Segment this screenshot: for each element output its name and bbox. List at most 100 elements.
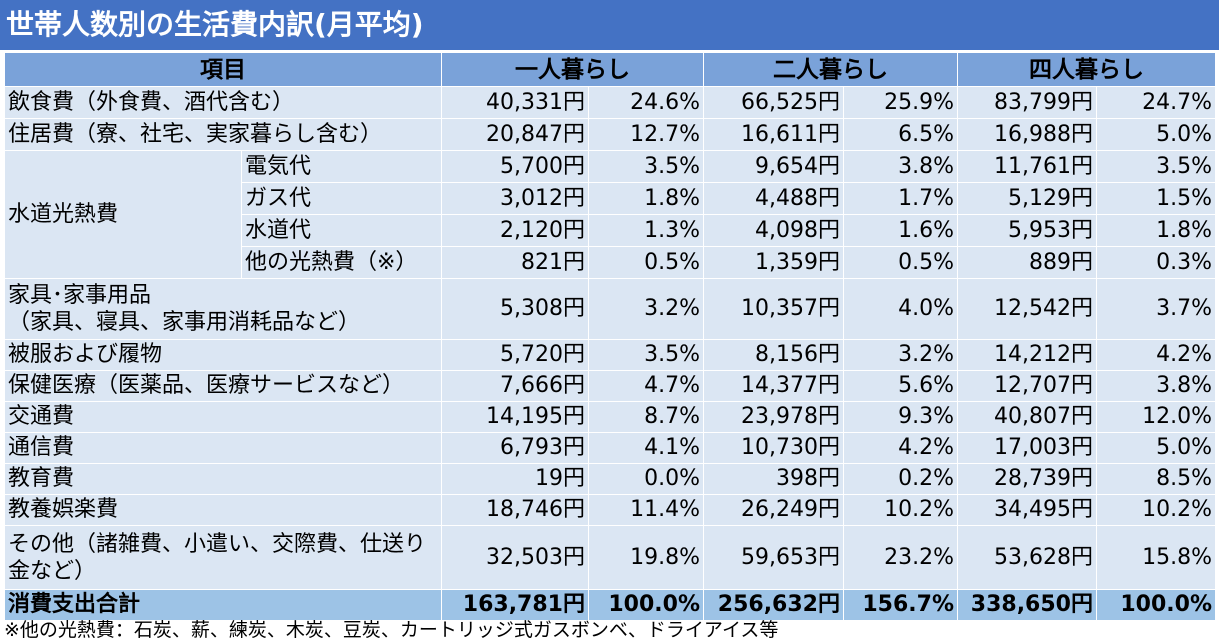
- one-person-percent: 1.3%: [588, 214, 704, 247]
- footnote: ※他の光熱費：石炭、薪、練炭、木炭、豆炭、カートリッジ式ガスボンベ、ドライアイス…: [4, 619, 779, 641]
- two-person-amount: 10,357円: [703, 278, 844, 340]
- four-person-percent: 10.2%: [1096, 494, 1216, 526]
- one-person-amount: 821円: [441, 246, 589, 279]
- two-person-percent: 0.2%: [843, 463, 958, 495]
- table-row: 水道光熱費 電気代 5,700円 3.5% 9,654円 3.8% 11,761…: [4, 150, 1216, 279]
- four-person-percent: 1.8%: [1096, 214, 1216, 247]
- four-person-total-amount: 338,650円: [957, 589, 1097, 621]
- four-person-percent: 4.2%: [1096, 339, 1216, 371]
- two-person-percent: 5.6%: [843, 370, 958, 402]
- header-one-person: 一人暮らし: [441, 52, 704, 87]
- four-person-amount: 12,542円: [957, 278, 1097, 340]
- one-person-percent: 8.7%: [588, 401, 704, 433]
- utilities-label: 水道光熱費: [4, 150, 242, 279]
- two-person-amount: 16,611円: [703, 118, 844, 151]
- table-row: 教育費 19円 0.0% 398円 0.2% 28,739円 8.5%: [4, 463, 1216, 495]
- two-person-amount: 8,156円: [703, 339, 844, 371]
- row-label: 飲食費（外食費、酒代含む）: [4, 86, 442, 119]
- two-person-amount: 14,377円: [703, 370, 844, 402]
- one-person-percent: 3.5%: [588, 339, 704, 371]
- four-person-amount: 889円: [957, 246, 1097, 279]
- two-person-percent: 23.2%: [843, 525, 958, 590]
- four-person-amount: 16,988円: [957, 118, 1097, 151]
- two-person-amount: 4,488円: [703, 182, 844, 215]
- row-label: その他（諸雑費、小遣い、交際費、仕送り金など）: [4, 525, 442, 590]
- two-person-total-percent: 156.7%: [843, 589, 958, 621]
- header-item: 項目: [4, 52, 442, 87]
- four-person-percent: 3.8%: [1096, 370, 1216, 402]
- one-person-amount: 32,503円: [441, 525, 589, 590]
- two-person-amount: 26,249円: [703, 494, 844, 526]
- four-person-percent: 3.5%: [1096, 150, 1216, 183]
- two-person-amount: 4,098円: [703, 214, 844, 247]
- four-person-amount: 17,003円: [957, 432, 1097, 464]
- two-person-amount: 1,359円: [703, 246, 844, 279]
- four-person-amount: 5,953円: [957, 214, 1097, 247]
- one-person-percent: 12.7%: [588, 118, 704, 151]
- one-person-amount: 18,746円: [441, 494, 589, 526]
- one-person-percent: 19.8%: [588, 525, 704, 590]
- table-body: 項目 一人暮らし 二人暮らし 四人暮らし 飲食費（外食費、酒代含む） 40,33…: [4, 52, 1216, 621]
- table-row: ガス代 3,012円 1.8% 4,488円 1.7% 5,129円 1.5%: [5, 182, 1216, 215]
- one-person-percent: 4.7%: [588, 370, 704, 402]
- row-label: 家具･家事用品 （家具、寝具、家事用消耗品など）: [4, 278, 442, 340]
- page-title: 世帯人数別の生活費内訳(月平均): [0, 0, 1219, 50]
- four-person-total-percent: 100.0%: [1096, 589, 1216, 621]
- row-label: 教養娯楽費: [4, 494, 442, 526]
- one-person-percent: 1.8%: [588, 182, 704, 215]
- two-person-percent: 10.2%: [843, 494, 958, 526]
- table-row: 交通費 14,195円 8.7% 23,978円 9.3% 40,807円 12…: [4, 401, 1216, 433]
- header-row: 項目 一人暮らし 二人暮らし 四人暮らし: [4, 52, 1216, 87]
- two-person-percent: 1.7%: [843, 182, 958, 215]
- one-person-amount: 5,700円: [441, 150, 589, 183]
- row-label: 教育費: [4, 463, 442, 495]
- two-person-amount: 66,525円: [703, 86, 844, 119]
- one-person-amount: 19円: [441, 463, 589, 495]
- expense-table: 項目 一人暮らし 二人暮らし 四人暮らし 飲食費（外食費、酒代含む） 40,33…: [4, 52, 1216, 621]
- four-person-amount: 5,129円: [957, 182, 1097, 215]
- table-row: 水道代 2,120円 1.3% 4,098円 1.6% 5,953円 1.8%: [5, 214, 1216, 247]
- four-person-percent: 8.5%: [1096, 463, 1216, 495]
- table-row: 被服および履物 5,720円 3.5% 8,156円 3.2% 14,212円 …: [4, 339, 1216, 371]
- sub-row-label: ガス代: [241, 182, 442, 215]
- row-label: 交通費: [4, 401, 442, 433]
- one-person-percent: 0.0%: [588, 463, 704, 495]
- table-row: 家具･家事用品 （家具、寝具、家事用消耗品など） 5,308円 3.2% 10,…: [4, 278, 1216, 340]
- one-person-percent: 11.4%: [588, 494, 704, 526]
- two-person-amount: 398円: [703, 463, 844, 495]
- sub-row-label: 他の光熱費（※）: [241, 246, 442, 279]
- header-two-person: 二人暮らし: [703, 52, 958, 87]
- table-row: 飲食費（外食費、酒代含む） 40,331円 24.6% 66,525円 25.9…: [4, 86, 1216, 119]
- table-row: 教養娯楽費 18,746円 11.4% 26,249円 10.2% 34,495…: [4, 494, 1216, 526]
- one-person-total-percent: 100.0%: [588, 589, 704, 621]
- four-person-percent: 0.3%: [1096, 246, 1216, 279]
- one-person-amount: 7,666円: [441, 370, 589, 402]
- total-row: 消費支出合計 163,781円 100.0% 256,632円 156.7% 3…: [4, 589, 1216, 621]
- two-person-total-amount: 256,632円: [703, 589, 844, 621]
- table-row: 保健医療（医薬品、医療サービスなど） 7,666円 4.7% 14,377円 5…: [4, 370, 1216, 402]
- row-label: 通信費: [4, 432, 442, 464]
- table-row: 通信費 6,793円 4.1% 10,730円 4.2% 17,003円 5.0…: [4, 432, 1216, 464]
- one-person-total-amount: 163,781円: [441, 589, 589, 621]
- row-label: 保健医療（医薬品、医療サービスなど）: [4, 370, 442, 402]
- sub-row-label: 水道代: [241, 214, 442, 247]
- header-four-person: 四人暮らし: [957, 52, 1216, 87]
- four-person-amount: 14,212円: [957, 339, 1097, 371]
- four-person-percent: 1.5%: [1096, 182, 1216, 215]
- one-person-percent: 24.6%: [588, 86, 704, 119]
- one-person-amount: 2,120円: [441, 214, 589, 247]
- row-label-line-2: （家具、寝具、家事用消耗品など）: [8, 310, 361, 335]
- two-person-amount: 59,653円: [703, 525, 844, 590]
- table-row: 住居費（寮、社宅、実家暮らし含む） 20,847円 12.7% 16,611円 …: [4, 118, 1216, 151]
- four-person-amount: 28,739円: [957, 463, 1097, 495]
- one-person-amount: 6,793円: [441, 432, 589, 464]
- one-person-amount: 5,308円: [441, 278, 589, 340]
- sub-row-label: 電気代: [241, 150, 442, 183]
- two-person-percent: 4.0%: [843, 278, 958, 340]
- row-label: 被服および履物: [4, 339, 442, 371]
- two-person-percent: 4.2%: [843, 432, 958, 464]
- two-person-amount: 10,730円: [703, 432, 844, 464]
- four-person-percent: 15.8%: [1096, 525, 1216, 590]
- four-person-percent: 24.7%: [1096, 86, 1216, 119]
